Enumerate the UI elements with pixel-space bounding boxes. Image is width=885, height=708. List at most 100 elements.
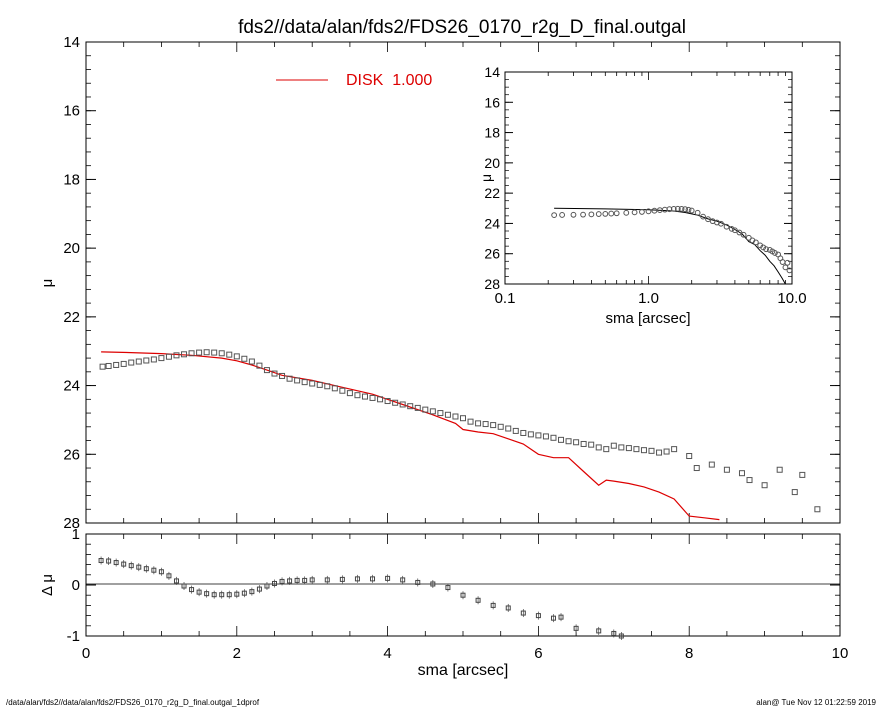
- observed-profile-point: [128, 359, 135, 366]
- residual-x-tick-label: 2: [233, 645, 241, 662]
- inset-y-axis: 14 16 18 20 22 24 26 28: [484, 64, 792, 292]
- observed-profile-point: [263, 367, 270, 374]
- residual-point: [196, 588, 202, 597]
- observed-profile-point: [113, 361, 120, 368]
- observed-profile-point: [708, 461, 715, 468]
- residual-x-tick-label: 8: [685, 645, 693, 662]
- inset-profile-point: [674, 205, 681, 212]
- residual-y-axis: 1 0 -1: [67, 526, 840, 645]
- observed-profile-point: [460, 415, 466, 422]
- residual-point: [279, 577, 285, 586]
- observed-profile-point: [693, 465, 700, 472]
- residual-point: [490, 601, 496, 610]
- residual-point: [249, 587, 255, 596]
- observed-profile-point: [686, 453, 693, 460]
- inset-profile-point: [760, 244, 767, 251]
- observed-profile-point: [633, 446, 640, 453]
- observed-profile-point: [429, 408, 436, 415]
- observed-profile-point: [143, 357, 150, 364]
- residual-point: [264, 582, 270, 591]
- observed-profile-point: [226, 351, 233, 358]
- inset-profile-point: [685, 206, 692, 213]
- main-y-axis-label: μ: [39, 279, 56, 288]
- observed-profile-point: [324, 383, 331, 390]
- residual-point: [445, 583, 451, 592]
- observed-profile-point: [573, 439, 580, 446]
- residual-point: [573, 624, 579, 633]
- residual-point: [475, 596, 481, 605]
- inset-x-tick-label: 1.0: [638, 290, 659, 307]
- residual-x-axis-label: sma [arcsec]: [418, 662, 509, 679]
- inset-profile-point: [723, 223, 730, 230]
- inset-x-tick-label: 0.1: [495, 290, 516, 307]
- footer-file-path: /data/alan/fds2//data/alan/fds2/FDS26_01…: [6, 698, 260, 707]
- residual-plot-frame: [85, 533, 841, 637]
- inset-profile-point: [728, 225, 735, 232]
- residual-y-tick-label: 1: [72, 526, 80, 543]
- residual-point: [226, 590, 232, 599]
- observed-profile-point: [550, 434, 557, 441]
- residual-point: [136, 563, 142, 572]
- observed-profile-point: [399, 401, 406, 408]
- observed-profile-point: [497, 423, 504, 430]
- inset-profile-point: [705, 216, 711, 223]
- residual-point: [385, 574, 391, 583]
- observed-profile-point: [301, 379, 308, 386]
- residual-y-axis-label: Δ μ: [39, 574, 56, 596]
- residual-point: [98, 556, 104, 565]
- observed-profile-point: [467, 418, 474, 425]
- residual-point: [558, 613, 564, 622]
- residual-point: [520, 609, 526, 618]
- observed-profile-point: [339, 387, 346, 394]
- inset-profile-point: [608, 210, 615, 217]
- observed-profile-point: [444, 411, 451, 418]
- inset-profile-point: [580, 211, 586, 218]
- observed-profile-point: [188, 350, 195, 357]
- inset-profile-point: [559, 212, 566, 218]
- observed-profile-point: [218, 350, 225, 357]
- observed-profile-point: [723, 466, 730, 473]
- observed-profile-point: [535, 432, 542, 439]
- residual-series: [98, 556, 624, 640]
- observed-profile-point: [452, 413, 459, 420]
- main-y-tick-label: 16: [63, 103, 80, 120]
- main-y-axis: 14 16 18 20 22 24 26 28: [63, 34, 841, 532]
- inset-profile-point: [694, 209, 701, 216]
- inset-profile-point: [595, 211, 602, 217]
- inset-profile-point: [645, 208, 652, 215]
- observed-profile-point: [799, 471, 806, 478]
- residual-point: [189, 585, 195, 594]
- main-series: [99, 349, 821, 521]
- residual-point: [272, 579, 277, 588]
- residual-point: [143, 564, 149, 573]
- inset-profile-point: [731, 227, 738, 234]
- observed-profile-point: [354, 392, 361, 399]
- observed-profile-point: [384, 398, 391, 405]
- residual-point: [294, 576, 300, 585]
- chart-title: fds2//data/alan/fds2/FDS26_0170_r2g_D_fi…: [238, 17, 686, 38]
- observed-profile-point: [542, 433, 549, 440]
- residual-point: [505, 603, 511, 612]
- main-y-tick-label: 24: [63, 378, 80, 395]
- observed-profile-point: [490, 422, 497, 429]
- observed-profile-point: [640, 447, 647, 454]
- observed-profile-point: [241, 355, 248, 362]
- observed-profile-point: [422, 406, 429, 413]
- residual-y-tick-label: -1: [67, 628, 80, 645]
- inset-profile-point: [570, 211, 577, 218]
- inset-y-tick-label: 20: [484, 155, 500, 171]
- main-panel: 14 16 18 20 22 24 26 28 μ DISK 1.000: [39, 34, 841, 532]
- residual-point: [611, 629, 617, 638]
- observed-profile-point: [527, 431, 534, 438]
- main-y-tick-label: 18: [63, 171, 80, 188]
- residual-point: [287, 576, 293, 585]
- inset-profile-point: [623, 209, 630, 216]
- inset-profile-point: [682, 206, 689, 213]
- inset-series: [551, 205, 792, 284]
- observed-profile-point: [361, 393, 368, 400]
- residual-point: [309, 575, 315, 584]
- observed-profile-point: [203, 349, 210, 356]
- observed-profile-point: [776, 466, 783, 473]
- residual-point: [370, 574, 376, 583]
- observed-profile-point: [437, 410, 444, 417]
